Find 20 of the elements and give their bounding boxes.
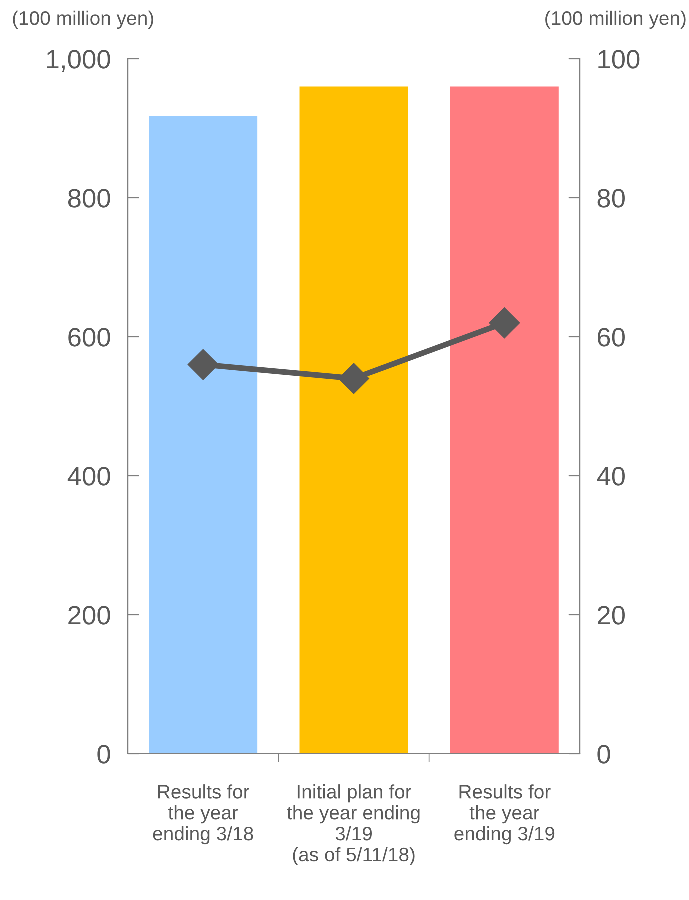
y-tick-label: 600 <box>68 328 110 347</box>
x-tick-label: Results for the year ending 3/19 <box>454 784 555 845</box>
y-tick-label: 0 <box>98 745 110 764</box>
y2-tick-label: 100 <box>598 50 640 69</box>
y-tick-label: 1,000 <box>47 50 110 72</box>
y2-tick-label: 20 <box>598 606 625 625</box>
y-axis-title: (100 million yen) <box>13 10 154 30</box>
y2-tick-label: 0 <box>598 745 610 764</box>
point <box>489 308 520 339</box>
point <box>338 363 370 394</box>
y-tick-label: 800 <box>68 189 110 208</box>
y-tick-label: 200 <box>68 606 110 625</box>
point <box>188 349 219 380</box>
x-tick-label: Initial plan for the year ending 3/19 (as of 5/11/18) <box>287 784 420 866</box>
y2-axis-title: (100 million yen) <box>546 10 686 30</box>
y-tick-label: 400 <box>68 467 110 486</box>
y2-tick-label: 80 <box>598 189 625 208</box>
x-tick-label: Results for the year ending 3/18 <box>153 784 254 845</box>
y2-tick-label: 40 <box>597 467 625 486</box>
y2-tick-label: 60 <box>598 328 625 347</box>
